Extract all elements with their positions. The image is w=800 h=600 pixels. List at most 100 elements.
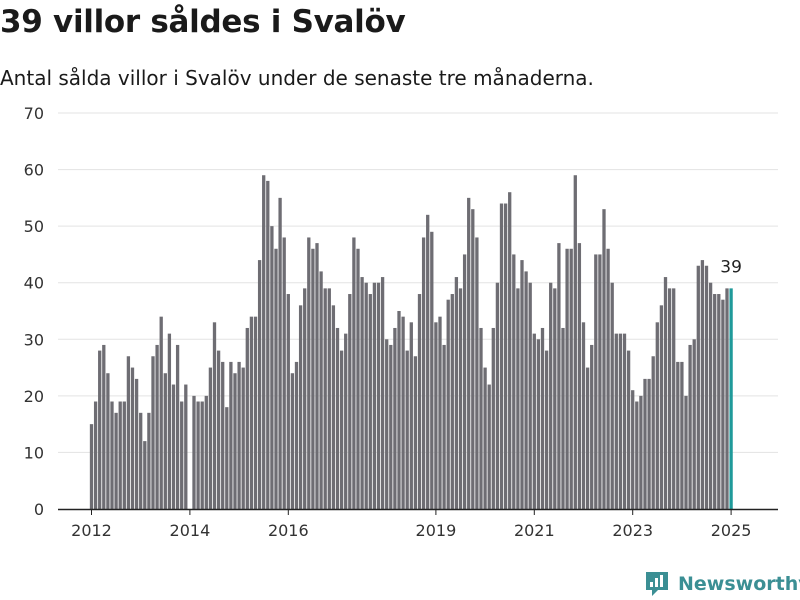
bar [368, 294, 372, 509]
bar [557, 243, 561, 510]
y-tick-label: 30 [24, 330, 44, 349]
bar [393, 327, 397, 509]
bar [106, 373, 110, 509]
bar [569, 248, 573, 509]
bar [487, 384, 491, 509]
bar [380, 277, 385, 509]
bar [413, 356, 418, 509]
bar [676, 361, 680, 509]
bar [442, 344, 446, 509]
bar [233, 373, 237, 509]
bar [516, 288, 520, 509]
y-tick-label: 20 [24, 387, 44, 406]
bar [520, 260, 524, 509]
bar [438, 316, 442, 509]
bar [684, 395, 688, 509]
bar [659, 305, 664, 509]
bar [602, 209, 606, 510]
bar [667, 288, 672, 509]
x-tick-label: 2016 [268, 521, 309, 540]
bar [458, 288, 463, 509]
bar [126, 356, 131, 509]
bar [544, 350, 549, 509]
bar [331, 305, 336, 509]
bar [491, 327, 495, 509]
bar [192, 395, 196, 509]
bar [585, 367, 590, 509]
bar [475, 237, 479, 509]
bar [614, 333, 618, 509]
bar [700, 260, 705, 509]
bar [721, 299, 725, 509]
bar [631, 390, 635, 509]
bar [282, 237, 286, 509]
bar [323, 288, 327, 509]
bar [385, 339, 389, 509]
bar [155, 344, 159, 509]
bar [450, 294, 454, 509]
bar [348, 294, 352, 509]
bar [540, 327, 545, 509]
bar [114, 412, 118, 509]
bar [196, 401, 200, 509]
bar [643, 378, 647, 509]
bar [434, 322, 438, 509]
bar [339, 350, 344, 509]
bar [708, 282, 713, 509]
brand-name: Newsworthy [678, 573, 800, 595]
chart-title: 39 villor såldes i Svalöv [0, 4, 406, 40]
bar [315, 243, 319, 510]
y-tick-label: 10 [24, 443, 44, 462]
bar [298, 305, 303, 509]
bar [713, 294, 717, 509]
bar [266, 180, 270, 509]
bar [692, 339, 696, 509]
bar [147, 412, 151, 509]
bar [503, 203, 508, 509]
bar [98, 350, 102, 509]
bar [590, 344, 594, 509]
bar [409, 322, 413, 509]
bar [594, 254, 598, 509]
newsworthy-logo-icon [646, 572, 668, 596]
bar [167, 333, 172, 509]
bar [249, 316, 254, 509]
bar [672, 288, 676, 509]
bar [130, 367, 135, 509]
bar [110, 401, 114, 509]
bar [405, 350, 409, 509]
bar-highlight [729, 288, 733, 509]
x-tick-label: 2023 [612, 521, 653, 540]
bar [717, 294, 721, 509]
y-tick-label: 50 [24, 217, 44, 236]
bar [118, 401, 122, 509]
bar [495, 282, 500, 509]
bar [139, 412, 143, 509]
bar [307, 237, 311, 509]
bar [639, 395, 643, 509]
bar [524, 271, 528, 509]
bar [171, 384, 176, 509]
bar [241, 367, 245, 509]
x-tick-label: 2014 [170, 521, 211, 540]
y-tick-label: 70 [24, 104, 44, 123]
bar [319, 271, 323, 509]
x-tick-label: 2019 [416, 521, 457, 540]
bar [635, 401, 639, 509]
bar [134, 378, 139, 509]
bar [360, 277, 364, 509]
bar [688, 344, 692, 509]
bar [122, 401, 126, 509]
bar [212, 322, 217, 509]
y-tick-label: 40 [24, 274, 44, 293]
x-tick-label: 2021 [514, 521, 555, 540]
bar [426, 214, 430, 509]
bar [467, 197, 471, 510]
bar [401, 316, 405, 509]
bar [278, 197, 282, 510]
bar [93, 401, 98, 509]
bar [143, 441, 147, 509]
bar [184, 384, 188, 509]
bar [376, 282, 381, 509]
bar [606, 248, 610, 509]
